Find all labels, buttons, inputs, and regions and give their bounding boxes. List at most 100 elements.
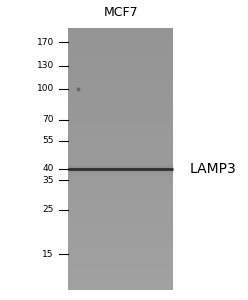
Bar (68, 109, 173, 111)
Bar (68, 152, 173, 154)
Bar (68, 104, 173, 106)
Bar (68, 135, 173, 137)
Bar (68, 281, 173, 283)
Bar (68, 161, 173, 163)
Bar (68, 91, 173, 94)
Bar (68, 257, 173, 259)
Bar (68, 209, 173, 211)
Bar (68, 70, 173, 72)
Bar (68, 279, 173, 281)
Bar (68, 218, 173, 220)
Bar (68, 122, 173, 124)
Bar (68, 246, 173, 248)
Bar (68, 32, 173, 35)
Bar (68, 48, 173, 50)
Bar (68, 144, 173, 146)
Bar (68, 100, 173, 102)
Bar (68, 233, 173, 235)
Bar (68, 44, 173, 46)
Text: 170: 170 (37, 38, 54, 47)
Bar (68, 235, 173, 237)
Bar (68, 59, 173, 61)
Bar (68, 259, 173, 261)
Bar (68, 240, 173, 242)
Bar (68, 200, 173, 202)
Bar (68, 76, 173, 78)
Bar (68, 242, 173, 244)
Bar (68, 166, 173, 168)
Bar (68, 157, 173, 159)
Bar (68, 113, 173, 115)
Bar (68, 196, 173, 198)
Bar (68, 220, 173, 222)
Bar (68, 37, 173, 39)
Bar (68, 277, 173, 279)
Bar (68, 248, 173, 250)
Bar (68, 137, 173, 139)
Bar (68, 28, 173, 30)
Bar (68, 30, 173, 32)
Bar (68, 82, 173, 85)
Bar (68, 50, 173, 52)
Bar (68, 192, 173, 194)
Bar (68, 253, 173, 255)
Bar (68, 78, 173, 80)
Bar (68, 285, 173, 287)
Bar (68, 65, 173, 68)
Bar (68, 287, 173, 290)
Bar (68, 96, 173, 98)
Bar (68, 189, 173, 192)
Text: 100: 100 (37, 84, 54, 93)
Bar (68, 98, 173, 100)
Bar (68, 274, 173, 277)
Text: 55: 55 (42, 136, 54, 146)
Bar (68, 170, 173, 172)
Bar (68, 54, 173, 56)
Bar (68, 52, 173, 54)
Bar (68, 120, 173, 122)
Bar (68, 139, 173, 142)
Text: 40: 40 (43, 164, 54, 173)
Bar (68, 194, 173, 196)
Text: LAMP3: LAMP3 (190, 162, 237, 176)
Bar (68, 268, 173, 270)
Bar (68, 61, 173, 63)
Bar (68, 261, 173, 263)
Bar (68, 85, 173, 87)
Bar (68, 272, 173, 275)
Bar (68, 237, 173, 240)
Bar (68, 111, 173, 113)
Bar (68, 142, 173, 144)
Bar (68, 74, 173, 76)
Bar (68, 205, 173, 207)
Bar (68, 270, 173, 272)
Bar (68, 154, 173, 157)
Bar (68, 63, 173, 65)
Bar (68, 94, 173, 96)
Bar (68, 163, 173, 166)
Bar (68, 266, 173, 268)
Bar (68, 146, 173, 148)
Text: MCF7: MCF7 (103, 6, 138, 19)
Bar (68, 207, 173, 209)
Bar (68, 183, 173, 185)
Bar (68, 226, 173, 229)
Bar (68, 176, 173, 178)
Bar (68, 229, 173, 231)
Bar (68, 68, 173, 70)
Bar (68, 202, 173, 205)
Bar (68, 115, 173, 118)
Text: 130: 130 (37, 61, 54, 70)
Bar (68, 263, 173, 266)
Bar (68, 89, 173, 91)
Bar (68, 181, 173, 183)
Bar (68, 39, 173, 41)
Bar (68, 216, 173, 218)
Bar (68, 124, 173, 126)
Bar (68, 41, 173, 43)
Text: 25: 25 (43, 205, 54, 214)
Bar (68, 35, 173, 37)
Bar (68, 198, 173, 200)
Bar (68, 250, 173, 253)
Bar (68, 87, 173, 89)
